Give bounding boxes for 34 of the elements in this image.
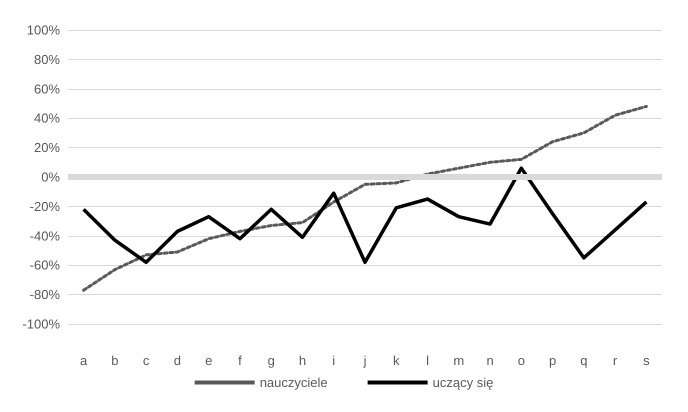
y-tick-label: -80% bbox=[30, 287, 60, 302]
y-tick-label: 80% bbox=[34, 52, 60, 67]
x-tick-label: s bbox=[643, 353, 650, 368]
y-tick-label: -100% bbox=[22, 316, 60, 332]
line-series bbox=[82, 166, 648, 264]
y-tick-label: 0% bbox=[41, 170, 60, 184]
x-tick-label: d bbox=[174, 353, 182, 368]
y-tick-label: -40% bbox=[30, 228, 60, 244]
x-tick-label: l bbox=[426, 353, 430, 368]
x-tick-label: h bbox=[298, 353, 306, 368]
y-tick-label: 20% bbox=[34, 140, 60, 156]
y-tick-label: 100% bbox=[26, 22, 60, 38]
y-tick-label: 40% bbox=[34, 110, 60, 126]
y-tick-label: -60% bbox=[30, 258, 60, 273]
x-tick-label: q bbox=[580, 353, 588, 368]
x-tick-label: k bbox=[393, 353, 400, 368]
legend-label: uczący się bbox=[432, 375, 494, 390]
x-tick-label: p bbox=[548, 353, 556, 368]
x-tick-label: a bbox=[80, 353, 88, 368]
y-tick-label: -20% bbox=[30, 198, 60, 214]
x-tick-label: e bbox=[205, 353, 212, 368]
x-tick-label: i bbox=[332, 353, 336, 368]
x-tick-label: n bbox=[486, 353, 494, 368]
x-tick-label: r bbox=[612, 353, 618, 368]
y-tick-label: 60% bbox=[34, 81, 60, 96]
line-series bbox=[82, 104, 648, 292]
x-tick-label: m bbox=[453, 353, 464, 368]
legend-label: nauczyciele bbox=[260, 375, 328, 390]
x-tick-label: b bbox=[111, 353, 119, 368]
x-tick-label: f bbox=[238, 353, 242, 368]
x-tick-label: o bbox=[518, 353, 525, 368]
x-tick-label: g bbox=[268, 353, 275, 368]
x-tick-label: j bbox=[362, 353, 367, 368]
x-tick-label: c bbox=[142, 353, 150, 368]
